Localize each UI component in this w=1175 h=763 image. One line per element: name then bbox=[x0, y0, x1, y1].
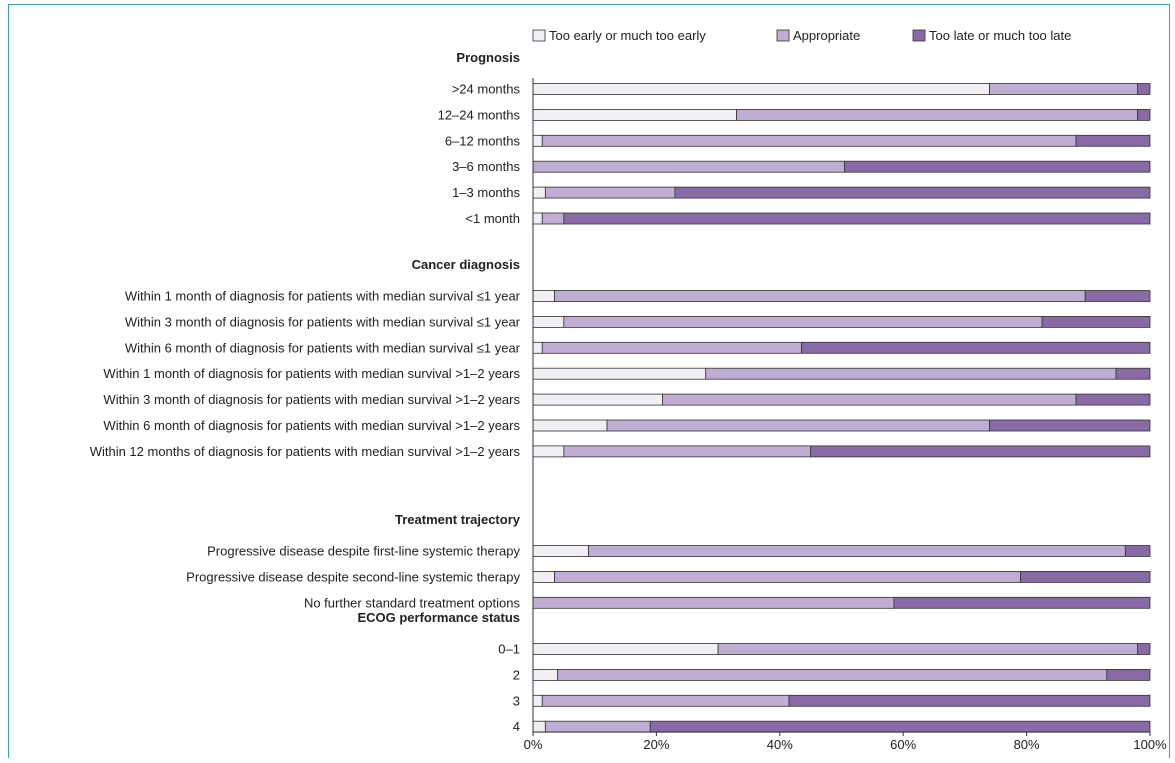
legend-label: Too early or much too early bbox=[549, 28, 706, 43]
legend-swatch bbox=[912, 29, 926, 42]
row-label: 12–24 months bbox=[438, 107, 521, 122]
bar-segment bbox=[1041, 315, 1151, 328]
row-label: Progressive disease despite first-line s… bbox=[207, 544, 520, 559]
bar-segment bbox=[705, 367, 1117, 380]
bar-segment bbox=[532, 367, 707, 380]
bar-segment bbox=[532, 571, 555, 583]
x-tick-label: 20% bbox=[643, 737, 669, 752]
legend-label: Appropriate bbox=[793, 28, 860, 43]
bar-segment bbox=[541, 212, 565, 225]
row-label: 0–1 bbox=[498, 642, 520, 657]
legend-swatch bbox=[532, 29, 546, 42]
bar-segment bbox=[532, 643, 719, 655]
bar-segment bbox=[532, 669, 559, 681]
bar-segment bbox=[1075, 393, 1151, 406]
x-tick-label: 0% bbox=[524, 737, 543, 752]
bar-segment bbox=[989, 83, 1139, 95]
bar-segment bbox=[717, 643, 1139, 655]
bar-segment bbox=[532, 596, 895, 609]
bar-segment bbox=[532, 212, 543, 225]
bar-segment bbox=[800, 341, 1151, 354]
bar-segment bbox=[606, 419, 990, 432]
bar-segment bbox=[544, 186, 676, 199]
bar-segment bbox=[532, 445, 565, 458]
bar-segment bbox=[788, 694, 1151, 707]
bar-segment bbox=[532, 83, 990, 95]
bar-segment bbox=[588, 545, 1126, 557]
bar-segment bbox=[544, 720, 651, 733]
bar-segment bbox=[532, 341, 543, 354]
group-title: Cancer diagnosis bbox=[412, 257, 520, 272]
row-label: 4 bbox=[513, 719, 520, 734]
bar-segment bbox=[989, 419, 1151, 432]
row-label: Progressive disease despite second-line … bbox=[186, 569, 520, 584]
bar-segment bbox=[563, 212, 1151, 225]
bar-segment bbox=[557, 669, 1108, 681]
bar-segment bbox=[541, 341, 802, 354]
bar-segment bbox=[1084, 290, 1151, 302]
row-label: Within 1 month of diagnosis for patients… bbox=[125, 289, 521, 304]
bar-segment bbox=[662, 393, 1077, 406]
bar-segment bbox=[1106, 669, 1151, 681]
legend-label: Too late or much too late bbox=[929, 28, 1071, 43]
row-label: Within 3 month of diagnosis for patients… bbox=[103, 392, 520, 407]
bar-segment bbox=[649, 720, 1151, 733]
row-label: >24 months bbox=[452, 82, 521, 97]
bar-segment bbox=[541, 134, 1077, 147]
bar-segment bbox=[563, 315, 1043, 328]
bar-segment bbox=[532, 720, 546, 733]
bar-segment bbox=[810, 445, 1151, 458]
bar-segment bbox=[532, 393, 663, 406]
group-title: ECOG performance status bbox=[357, 610, 520, 625]
x-tick-label: 80% bbox=[1014, 737, 1040, 752]
x-tick-label: 100% bbox=[1133, 737, 1167, 752]
row-label: 3–6 months bbox=[452, 159, 520, 174]
group-title: Treatment trajectory bbox=[395, 512, 521, 527]
bar-segment bbox=[532, 160, 845, 173]
row-label: <1 month bbox=[465, 211, 520, 226]
row-label: Within 12 months of diagnosis for patien… bbox=[90, 444, 521, 459]
bar-segment bbox=[532, 186, 546, 199]
bar-segment bbox=[1115, 367, 1151, 380]
group-title: Prognosis bbox=[456, 50, 520, 65]
bar-segment bbox=[532, 545, 589, 557]
legend-swatch bbox=[776, 29, 790, 42]
bar-segment bbox=[532, 315, 565, 328]
row-label: Within 6 month of diagnosis for patients… bbox=[125, 340, 521, 355]
row-label: Within 3 month of diagnosis for patients… bbox=[125, 314, 521, 329]
row-label: Within 1 month of diagnosis for patients… bbox=[103, 366, 520, 381]
bar-segment bbox=[844, 160, 1151, 173]
row-label: No further standard treatment options bbox=[304, 595, 521, 610]
bar-segment bbox=[532, 419, 608, 432]
bar-segment bbox=[1137, 643, 1151, 655]
row-label: Within 6 month of diagnosis for patients… bbox=[103, 418, 520, 433]
row-label: 3 bbox=[513, 693, 520, 708]
row-label: 6–12 months bbox=[445, 133, 521, 148]
bar-segment bbox=[554, 290, 1086, 302]
x-tick-label: 60% bbox=[890, 737, 916, 752]
bar-segment bbox=[736, 109, 1139, 121]
bar-segment bbox=[1020, 571, 1151, 583]
bar-segment bbox=[554, 571, 1021, 583]
bar-segment bbox=[674, 186, 1151, 199]
bar-segment bbox=[1137, 83, 1151, 95]
bar-segment bbox=[541, 694, 790, 707]
bar-segment bbox=[532, 109, 738, 121]
x-tick-label: 40% bbox=[767, 737, 793, 752]
bar-segment bbox=[1137, 109, 1151, 121]
figure-frame bbox=[8, 4, 1170, 758]
bar-segment bbox=[532, 134, 543, 147]
bar-segment bbox=[1075, 134, 1151, 147]
bar-segment bbox=[1124, 545, 1151, 557]
bar-segment bbox=[563, 445, 812, 458]
bar-segment bbox=[532, 694, 543, 707]
row-label: 2 bbox=[513, 667, 520, 682]
bar-segment bbox=[532, 290, 555, 302]
bar-segment bbox=[893, 596, 1151, 609]
row-label: 1–3 months bbox=[452, 185, 520, 200]
